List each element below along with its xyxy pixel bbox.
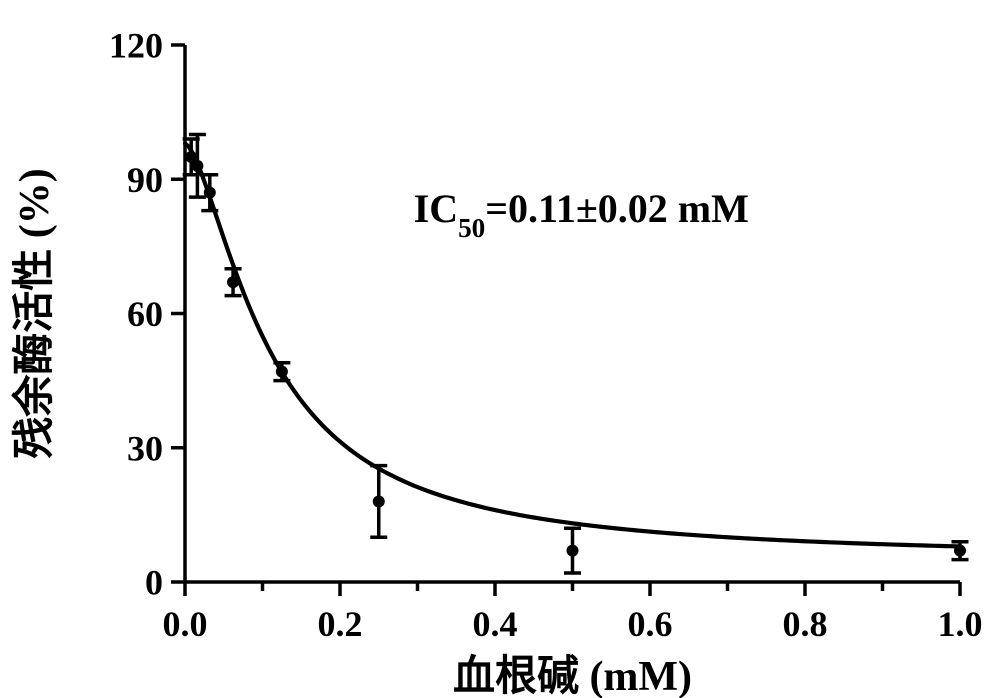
- data-point: [276, 366, 288, 378]
- y-tick-label: 60: [127, 294, 163, 334]
- dose-response-chart: 0.0 0.2 0.4 0.6 0.8 1.0 0 30 60 90 120 残余酶活性 (%) 血根碱…: [0, 0, 1000, 698]
- x-tick-label: 0.8: [783, 604, 828, 644]
- data-point: [191, 160, 203, 172]
- y-tick-label: 0: [145, 563, 163, 603]
- x-tick-label: 0.2: [318, 604, 363, 644]
- y-axis-label: 残余酶活性 (%): [10, 168, 58, 458]
- data-point: [373, 495, 385, 507]
- data-point: [567, 545, 579, 557]
- y-tick-label: 30: [127, 428, 163, 468]
- x-tick-label: 0.4: [473, 604, 518, 644]
- x-tick-label: 1.0: [938, 604, 983, 644]
- data-point: [204, 187, 216, 199]
- data-point: [227, 276, 239, 288]
- chart-svg: 0.0 0.2 0.4 0.6 0.8 1.0 0 30 60 90 120 残余酶活性 (%) 血根碱…: [0, 0, 1000, 698]
- y-tick-label: 90: [127, 160, 163, 200]
- x-tick-label: 0.6: [628, 604, 673, 644]
- y-tick-label: 120: [109, 26, 163, 66]
- x-axis-label: 血根碱 (mM): [453, 653, 692, 698]
- data-point: [954, 545, 966, 557]
- x-tick-label: 0.0: [163, 604, 208, 644]
